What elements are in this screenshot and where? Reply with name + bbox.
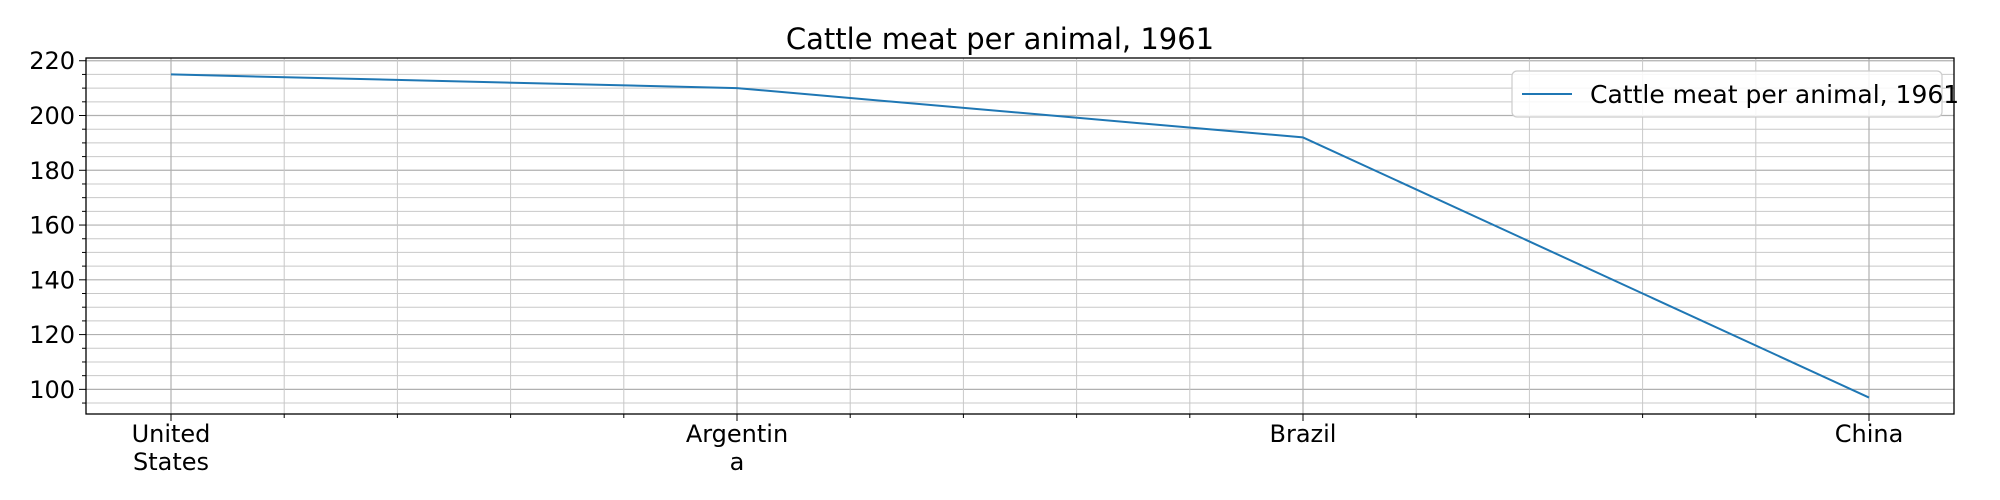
legend-box bbox=[1511, 70, 1943, 118]
y-axis-ticks: 100 120 140 160 180 200 220 bbox=[29, 47, 75, 404]
y-tick-label: 140 bbox=[29, 266, 75, 294]
plot-frame bbox=[85, 57, 1955, 415]
chart-title: Cattle meat per animal, 1961 bbox=[786, 22, 1214, 56]
x-tick-label: China bbox=[1835, 420, 1904, 448]
axes bbox=[79, 57, 1955, 421]
y-tick-label: 180 bbox=[29, 157, 75, 185]
series-layer bbox=[170, 73, 1870, 399]
y-tick-label: 120 bbox=[29, 321, 75, 349]
y-tick-label: 160 bbox=[29, 212, 75, 240]
y-tick-label: 220 bbox=[29, 47, 75, 75]
grid bbox=[86, 58, 1954, 414]
legend: Cattle meat per animal, 1961 bbox=[1511, 70, 1959, 118]
y-tick-label: 200 bbox=[29, 102, 75, 130]
x-tick-label: Brazil bbox=[1270, 420, 1337, 448]
x-tick-label: United States bbox=[132, 420, 211, 476]
x-axis-ticks: United States Argentin a Brazil China bbox=[132, 420, 1904, 476]
series-line bbox=[170, 73, 1870, 399]
x-tick-label: Argentin a bbox=[686, 420, 788, 476]
y-tick-label: 100 bbox=[29, 376, 75, 404]
legend-label: Cattle meat per animal, 1961 bbox=[1590, 80, 1959, 109]
